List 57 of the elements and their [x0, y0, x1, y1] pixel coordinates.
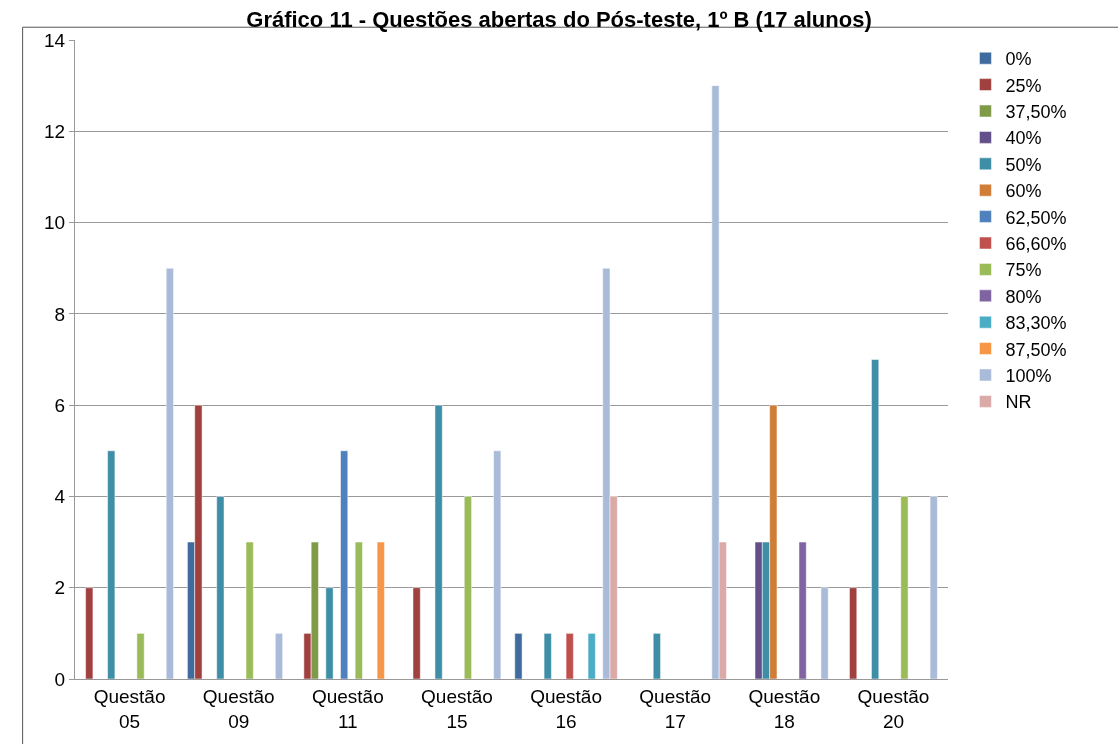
legend-label: 0%	[1005, 49, 1032, 70]
bar	[929, 496, 938, 679]
bar	[245, 541, 254, 679]
bar	[652, 633, 661, 679]
bar	[434, 404, 443, 679]
bar	[107, 450, 116, 679]
y-tick-label: 2	[54, 577, 66, 599]
y-tick-label: 6	[54, 394, 66, 416]
bar	[798, 541, 807, 679]
bar	[85, 587, 94, 679]
y-tick-label: 0	[54, 668, 66, 690]
legend-label: 66,60%	[1005, 234, 1067, 255]
bar	[376, 541, 385, 679]
bar	[165, 267, 174, 679]
legend-label: 83,30%	[1005, 313, 1067, 334]
bar	[900, 496, 909, 679]
bar	[464, 496, 472, 679]
legend-label: 37,50%	[1005, 102, 1067, 123]
bar	[136, 633, 145, 679]
bar	[565, 633, 574, 679]
legend-label: NR	[1005, 392, 1032, 413]
y-tick-label: 14	[44, 29, 66, 51]
legend-label: 75%	[1005, 260, 1042, 281]
bar	[820, 587, 829, 679]
bar	[275, 633, 283, 679]
bar	[340, 450, 349, 679]
y-tick-label: 8	[54, 303, 66, 325]
legend-label: 25%	[1005, 75, 1042, 96]
legend-label: 50%	[1005, 154, 1042, 175]
bar	[514, 633, 523, 679]
legend-label: 87,50%	[1005, 339, 1067, 360]
x-tick-label: Questão 18	[748, 685, 821, 732]
bar	[543, 633, 552, 679]
x-tick-label: Questão 17	[639, 685, 712, 732]
bar	[325, 587, 334, 679]
x-tick-label: Questão 15	[421, 685, 493, 732]
y-tick-label: 4	[54, 486, 66, 508]
x-tick-label: Questão 05	[93, 685, 166, 732]
chart-title: Gráfico 11 - Questões abertas do Pós-teste, 1º B (17 alunos)	[246, 6, 872, 32]
bar	[587, 633, 596, 679]
legend-label: 100%	[1005, 366, 1052, 387]
x-tick-label: Questão 09	[202, 685, 275, 732]
bar	[354, 541, 363, 679]
bar	[849, 587, 858, 679]
x-tick-label: Questão 20	[857, 685, 930, 732]
legend-label: 62,50%	[1005, 207, 1067, 228]
y-tick-label: 12	[44, 120, 66, 142]
y-tick-label: 10	[44, 212, 66, 234]
bar	[871, 359, 880, 679]
legend-label: 80%	[1005, 286, 1042, 307]
bar	[412, 587, 421, 679]
bar	[216, 496, 225, 679]
legend-label: 60%	[1005, 181, 1042, 202]
x-tick-label: Questão 16	[530, 685, 602, 732]
bar	[493, 450, 502, 679]
legend-label: 40%	[1005, 128, 1042, 149]
x-tick-label: Questão 11	[311, 685, 384, 732]
